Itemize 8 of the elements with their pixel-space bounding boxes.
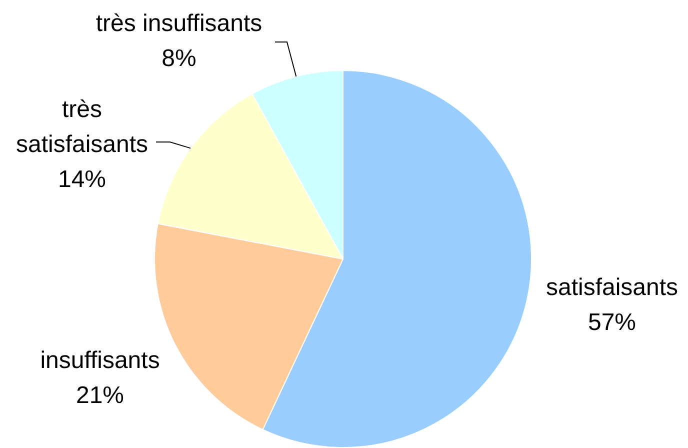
slice-label: très insuffisants xyxy=(96,10,262,37)
slice-label: très satisfaisants xyxy=(16,96,148,158)
data-label: 8% xyxy=(162,45,196,72)
slice-label: insuffisants xyxy=(40,347,160,374)
slice-label: satisfaisants xyxy=(546,274,678,301)
data-label: 14% xyxy=(58,166,106,193)
data-label: 21% xyxy=(76,382,124,409)
data-label: 57% xyxy=(588,309,636,336)
